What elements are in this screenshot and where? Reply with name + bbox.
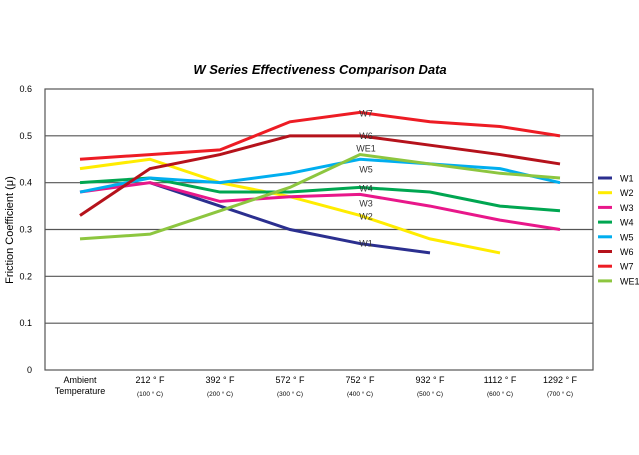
- series-line-we1: [79, 153, 561, 241]
- legend-label: W3: [620, 203, 634, 213]
- y-tick-label: 0.4: [19, 178, 32, 188]
- series-label-we1: WE1: [356, 144, 376, 154]
- y-axis-label: Friction Coefficient (μ): [4, 176, 16, 284]
- x-tick-sublabel: (500 ° C): [417, 390, 443, 398]
- x-tick-label: 1112 ° F: [484, 375, 517, 385]
- x-tick-sublabel: (200 ° C): [207, 390, 233, 398]
- x-tick-sublabel: (700 ° C): [547, 390, 573, 398]
- series-label-w6: W6: [359, 131, 373, 141]
- series-line-w5: [79, 157, 561, 194]
- y-tick-label: 0.3: [19, 225, 32, 235]
- legend-label: W5: [620, 232, 634, 242]
- x-tick-sublabel: (100 ° C): [137, 390, 163, 398]
- series-label-w7: W7: [359, 108, 373, 118]
- y-tick-label: 0.1: [19, 318, 32, 328]
- series-label-w5: W5: [359, 164, 373, 174]
- y-tick-label: 0.2: [19, 271, 32, 281]
- x-tick-label: 572 ° F: [275, 375, 305, 385]
- series-line-w1: [149, 181, 431, 255]
- y-tick-label: 0.5: [19, 131, 32, 141]
- series-line-w4: [79, 176, 561, 213]
- legend-label: W7: [620, 262, 634, 272]
- legend-label: W6: [620, 247, 634, 257]
- legend-label: W2: [620, 188, 634, 198]
- series-label-w4: W4: [359, 183, 373, 193]
- series-line-w6: [79, 134, 561, 217]
- x-tick-sublabel: (600 ° C): [487, 390, 513, 398]
- x-tick-label: 212 ° F: [135, 375, 165, 385]
- legend-label: WE1: [620, 276, 639, 286]
- legend-label: W1: [620, 174, 634, 184]
- series-label-w1: W1: [359, 239, 373, 249]
- x-tick-label: 1292 ° F: [543, 375, 578, 385]
- series-line-w3: [79, 181, 561, 231]
- legend-label: W4: [620, 218, 634, 228]
- x-tick-sublabel: (400 ° C): [347, 390, 373, 398]
- series-label-w2: W2: [359, 211, 373, 221]
- x-tick-label: 932 ° F: [415, 375, 445, 385]
- y-tick-label: 0.6: [19, 84, 32, 94]
- x-tick-sublabel: Temperature: [55, 386, 106, 396]
- x-tick-label: Ambient: [63, 375, 97, 385]
- y-tick-label: 0: [27, 365, 32, 375]
- x-tick-label: 752 ° F: [345, 375, 375, 385]
- series-label-w3: W3: [359, 198, 373, 208]
- chart-title: W Series Effectiveness Comparison Data: [193, 62, 446, 77]
- series-line-w7: [79, 110, 561, 161]
- x-tick-label: 392 ° F: [205, 375, 235, 385]
- x-tick-sublabel: (300 ° C): [277, 390, 303, 398]
